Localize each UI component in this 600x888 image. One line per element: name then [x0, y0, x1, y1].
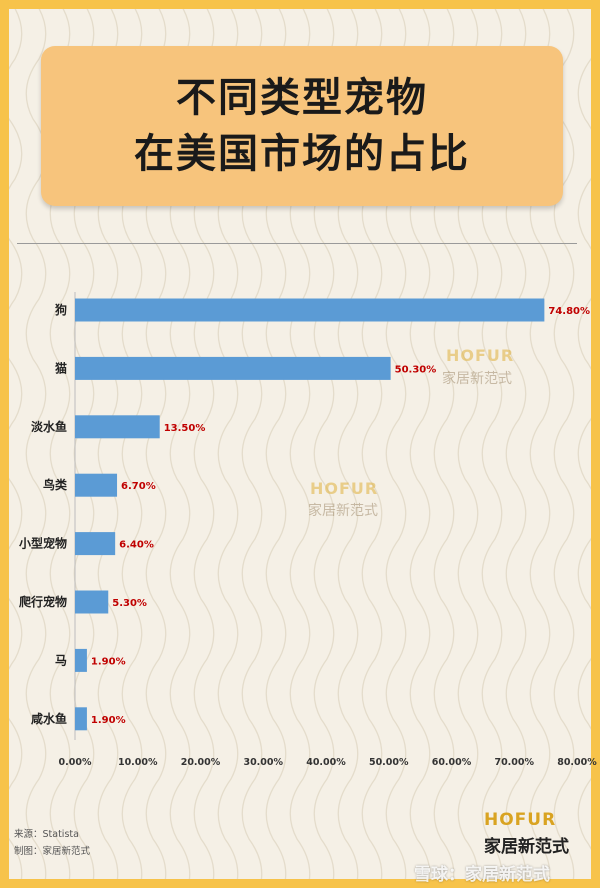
- bar: [75, 356, 391, 380]
- value-label: 6.70%: [121, 481, 156, 492]
- brand-logo-en: HOFUR: [484, 810, 557, 830]
- watermark-brand-cn-1: 家居新范式: [442, 371, 512, 387]
- value-label: 6.40%: [119, 540, 154, 551]
- bar: [75, 590, 109, 614]
- category-label: 淡水鱼: [31, 419, 67, 434]
- watermark-brand-cn-2: 家居新范式: [308, 503, 378, 519]
- chart-title-line1: 不同类型宠物: [176, 75, 428, 121]
- value-label: 1.90%: [91, 656, 126, 667]
- category-label: 咸水鱼: [31, 711, 67, 726]
- category-label: 猫: [55, 360, 67, 375]
- category-label: 小型宠物: [19, 536, 67, 551]
- x-tick-label: 40.00%: [306, 757, 346, 768]
- chart-title-line2: 在美国市场的占比: [134, 131, 470, 177]
- bar: [75, 648, 87, 672]
- divider-line: [17, 243, 577, 244]
- x-tick-label: 10.00%: [118, 757, 158, 768]
- x-tick-label: 80.00%: [557, 757, 597, 768]
- bar: [75, 707, 87, 731]
- pattern-line: [577, 9, 591, 851]
- x-tick-label: 60.00%: [432, 757, 472, 768]
- title-box: 不同类型宠物 在美国市场的占比: [41, 46, 563, 206]
- value-label: 74.80%: [548, 306, 590, 317]
- value-label: 50.30%: [395, 364, 437, 375]
- value-label: 1.90%: [91, 715, 126, 726]
- x-tick-label: 50.00%: [369, 757, 409, 768]
- source-note: 来源：Statista: [14, 829, 79, 840]
- category-label: 爬行宠物: [18, 594, 67, 609]
- value-label: 5.30%: [112, 598, 147, 609]
- bar: [75, 473, 118, 497]
- category-label: 马: [55, 653, 67, 667]
- category-label: 狗: [55, 302, 67, 317]
- pattern-line: [9, 9, 23, 879]
- category-label: 鸟类: [43, 477, 68, 492]
- pattern-line: [553, 9, 575, 879]
- bar: [75, 298, 545, 322]
- watermark-hofur-1: HOFUR: [446, 346, 515, 365]
- watermark-hofur-2: HOFUR: [310, 479, 379, 498]
- x-tick-label: 0.00%: [59, 757, 92, 768]
- bar: [75, 532, 116, 556]
- poster-frame: 不同类型宠物 在美国市场的占比: [9, 9, 591, 879]
- x-tick-label: 20.00%: [181, 757, 221, 768]
- made-by-note: 制图：家居新范式: [14, 846, 91, 857]
- value-label: 13.50%: [164, 423, 206, 434]
- site-watermark: 雪球：家居新范式: [414, 865, 550, 885]
- brand-logo-cn: 家居新范式: [484, 837, 569, 857]
- bar: [75, 415, 160, 439]
- x-tick-label: 30.00%: [243, 757, 283, 768]
- x-tick-label: 70.00%: [494, 757, 534, 768]
